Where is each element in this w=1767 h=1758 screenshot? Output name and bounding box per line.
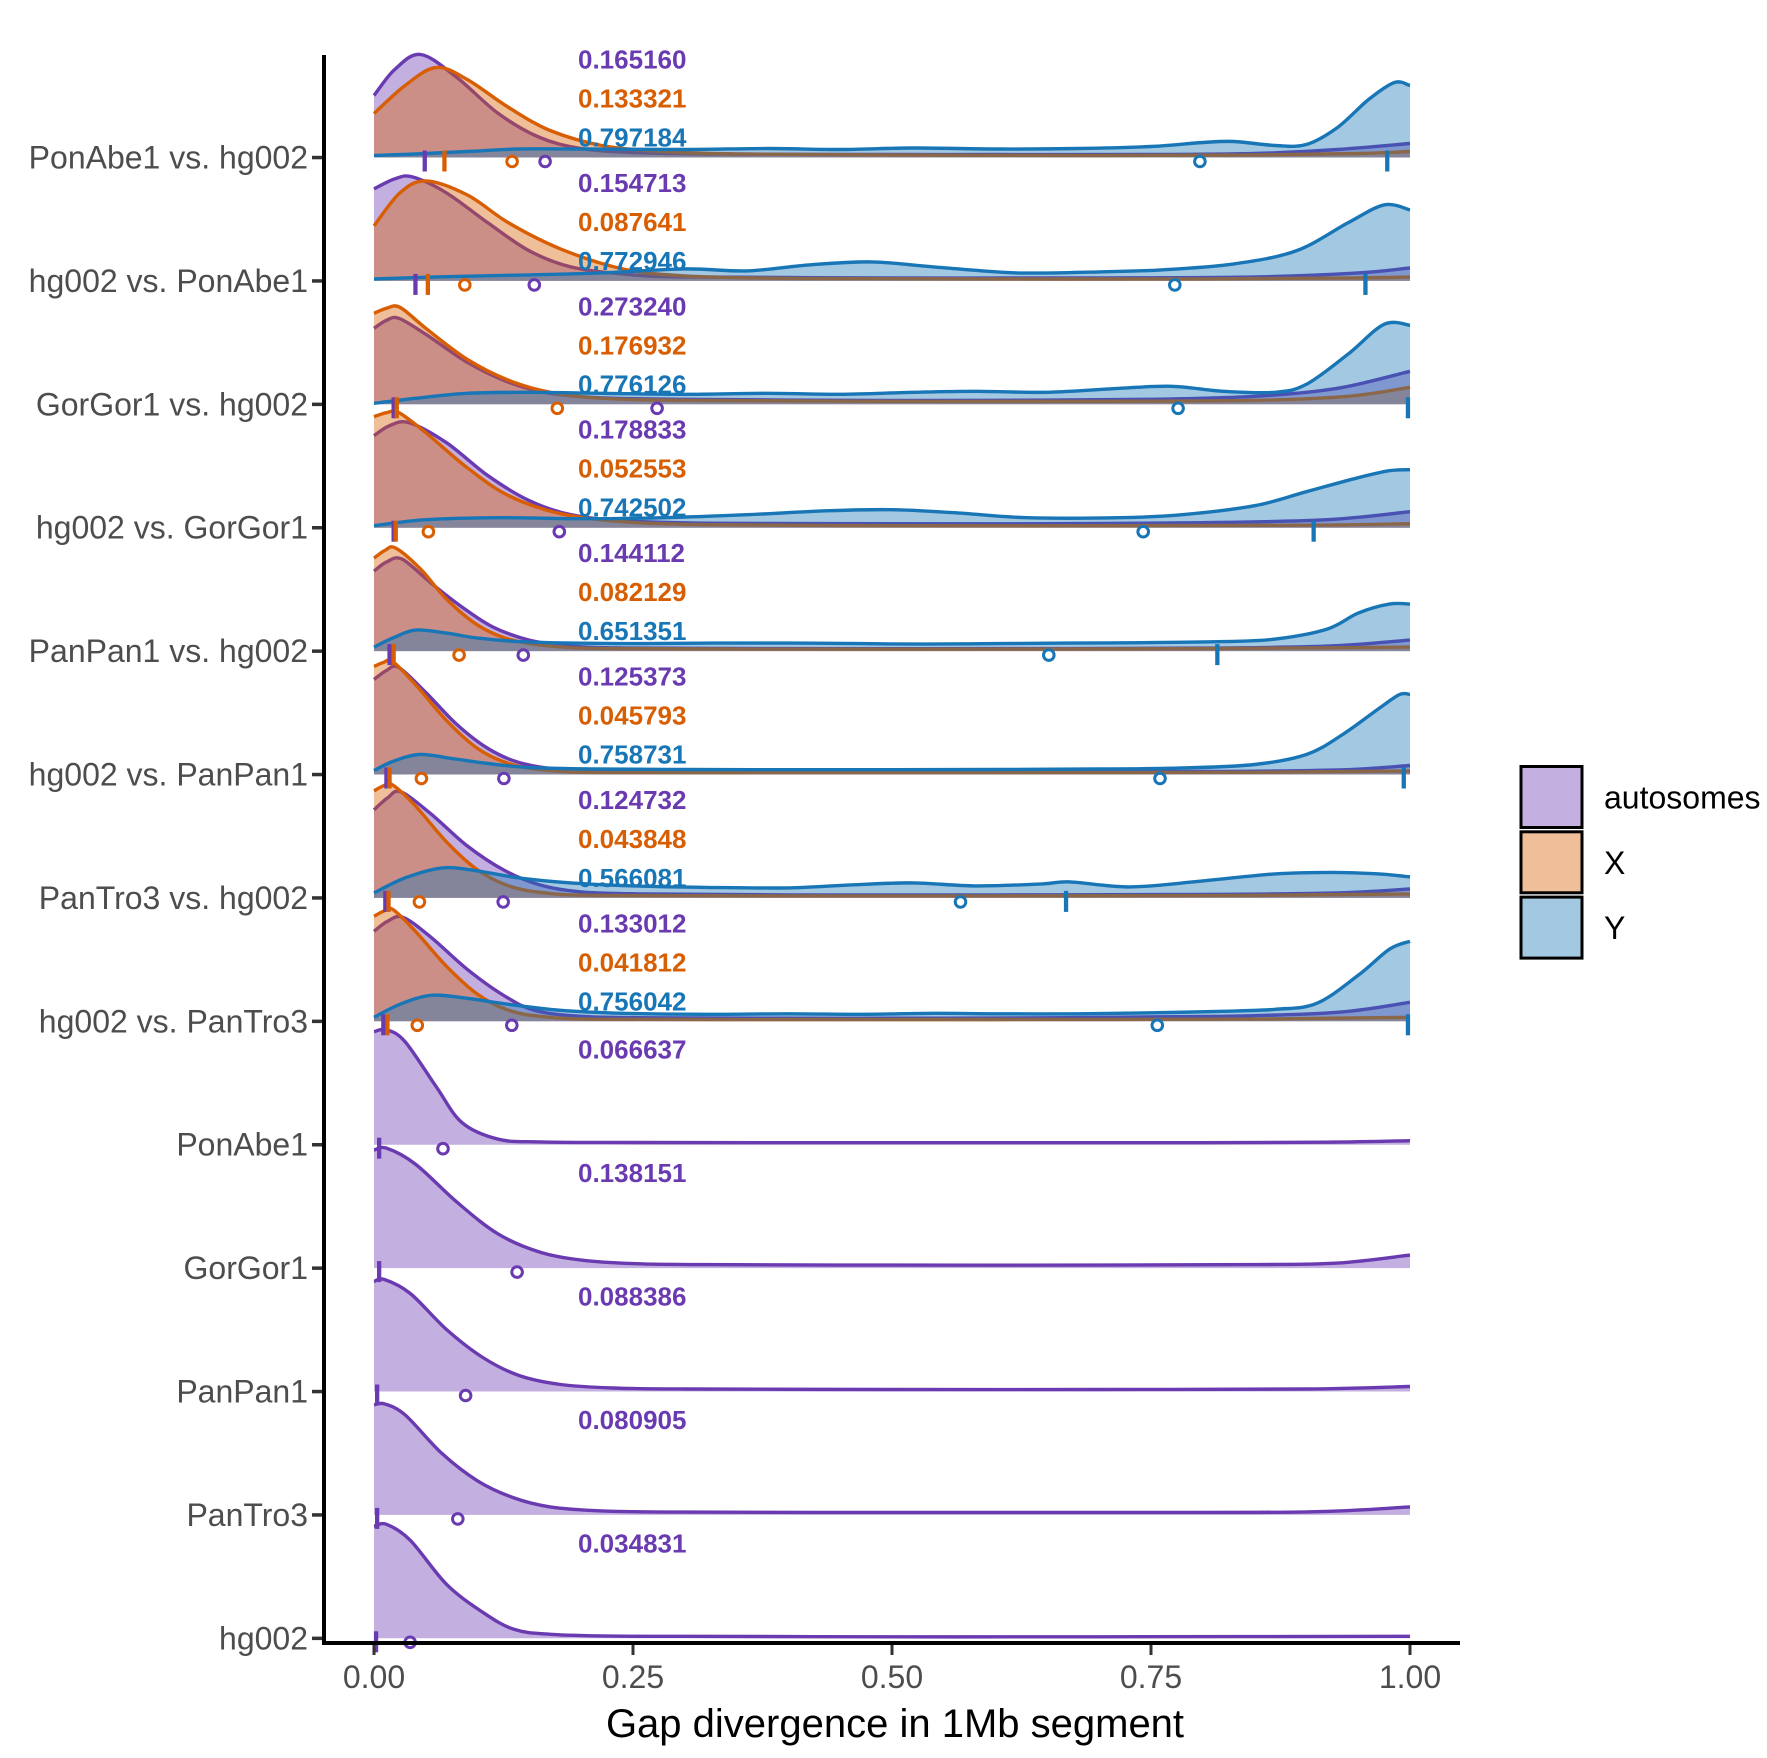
svg-text:0.50: 0.50 <box>861 1659 923 1695</box>
svg-text:0.041812: 0.041812 <box>578 947 686 977</box>
svg-text:hg002 vs. GorGor1: hg002 vs. GorGor1 <box>36 510 308 546</box>
svg-text:0.138151: 0.138151 <box>578 1158 686 1188</box>
svg-text:0.082129: 0.082129 <box>578 577 686 607</box>
svg-text:0.178833: 0.178833 <box>578 415 686 445</box>
svg-text:0.25: 0.25 <box>602 1659 664 1695</box>
svg-text:0.756042: 0.756042 <box>578 986 686 1016</box>
svg-text:0.154713: 0.154713 <box>578 168 686 198</box>
svg-text:0.176932: 0.176932 <box>578 330 686 360</box>
svg-text:PanPan1: PanPan1 <box>176 1374 308 1410</box>
svg-text:PanTro3 vs. hg002: PanTro3 vs. hg002 <box>39 880 308 916</box>
svg-text:1.00: 1.00 <box>1379 1659 1441 1695</box>
svg-text:PanPan1 vs. hg002: PanPan1 vs. hg002 <box>29 633 308 669</box>
svg-text:PonAbe1: PonAbe1 <box>176 1127 308 1163</box>
svg-text:0.080905: 0.080905 <box>578 1405 686 1435</box>
svg-text:hg002: hg002 <box>219 1620 308 1656</box>
svg-text:Gap divergence in 1Mb segment: Gap divergence in 1Mb segment <box>606 1702 1184 1746</box>
svg-text:0.043848: 0.043848 <box>578 824 686 854</box>
svg-text:0.00: 0.00 <box>343 1659 405 1695</box>
svg-text:0.125373: 0.125373 <box>578 662 686 692</box>
svg-text:hg002 vs. PanTro3: hg002 vs. PanTro3 <box>39 1003 308 1039</box>
svg-text:0.776126: 0.776126 <box>578 369 686 399</box>
svg-text:GorGor1: GorGor1 <box>184 1250 308 1286</box>
svg-text:0.124732: 0.124732 <box>578 785 686 815</box>
svg-text:0.052553: 0.052553 <box>578 454 686 484</box>
svg-text:0.772946: 0.772946 <box>578 246 686 276</box>
svg-text:0.758731: 0.758731 <box>578 740 686 770</box>
svg-text:0.273240: 0.273240 <box>578 291 686 321</box>
svg-text:0.133012: 0.133012 <box>578 908 686 938</box>
svg-text:0.045793: 0.045793 <box>578 701 686 731</box>
svg-text:hg002 vs. PanPan1: hg002 vs. PanPan1 <box>29 757 308 793</box>
svg-text:0.133321: 0.133321 <box>578 84 686 114</box>
svg-text:0.144112: 0.144112 <box>578 538 685 568</box>
svg-text:0.742502: 0.742502 <box>578 493 686 523</box>
svg-text:PonAbe1 vs. hg002: PonAbe1 vs. hg002 <box>29 140 308 176</box>
svg-text:0.797184: 0.797184 <box>578 123 687 153</box>
svg-text:autosomes: autosomes <box>1604 780 1761 816</box>
svg-text:X: X <box>1604 845 1625 881</box>
svg-text:0.034831: 0.034831 <box>578 1528 686 1558</box>
svg-text:0.066637: 0.066637 <box>578 1035 686 1065</box>
svg-text:0.165160: 0.165160 <box>578 45 686 75</box>
svg-text:hg002 vs. PonAbe1: hg002 vs. PonAbe1 <box>29 263 308 299</box>
svg-text:Y: Y <box>1604 910 1625 946</box>
svg-text:0.088386: 0.088386 <box>578 1282 686 1312</box>
svg-text:0.087641: 0.087641 <box>578 207 686 237</box>
svg-text:0.75: 0.75 <box>1120 1659 1182 1695</box>
svg-text:0.566081: 0.566081 <box>578 863 686 893</box>
svg-text:PanTro3: PanTro3 <box>186 1497 308 1533</box>
svg-text:GorGor1 vs. hg002: GorGor1 vs. hg002 <box>36 386 308 422</box>
svg-text:0.651351: 0.651351 <box>578 616 686 646</box>
